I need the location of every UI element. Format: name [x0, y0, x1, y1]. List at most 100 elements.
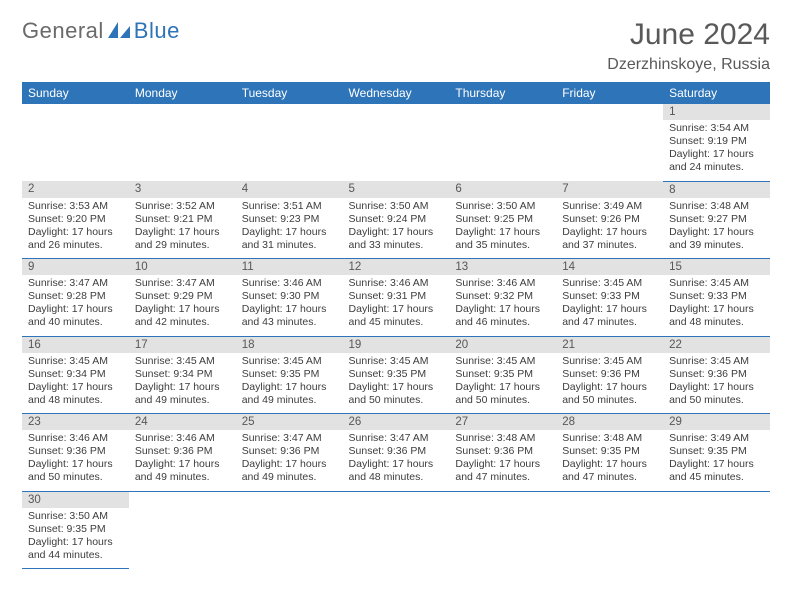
day-number	[236, 491, 343, 508]
day-detail: Sunrise: 3:52 AMSunset: 9:21 PMDaylight:…	[129, 198, 236, 259]
day-detail: Sunrise: 3:45 AMSunset: 9:33 PMDaylight:…	[556, 275, 663, 336]
day-detail: Sunrise: 3:45 AMSunset: 9:34 PMDaylight:…	[22, 353, 129, 414]
day-detail: Sunrise: 3:50 AMSunset: 9:35 PMDaylight:…	[22, 508, 129, 569]
day-detail: Sunrise: 3:45 AMSunset: 9:33 PMDaylight:…	[663, 275, 770, 336]
day-number: 3	[129, 181, 236, 198]
day-number	[343, 491, 450, 508]
day-number: 10	[129, 259, 236, 276]
day-detail: Sunrise: 3:47 AMSunset: 9:36 PMDaylight:…	[343, 430, 450, 491]
day-number: 5	[343, 181, 450, 198]
day-detail	[22, 120, 129, 181]
day-number: 28	[556, 414, 663, 431]
day-number: 6	[449, 181, 556, 198]
weekday-header: Saturday	[663, 82, 770, 104]
logo-text-blue: Blue	[134, 18, 180, 44]
detail-row: Sunrise: 3:53 AMSunset: 9:20 PMDaylight:…	[22, 198, 770, 259]
day-detail: Sunrise: 3:48 AMSunset: 9:35 PMDaylight:…	[556, 430, 663, 491]
daynum-row: 23242526272829	[22, 414, 770, 431]
day-number	[663, 491, 770, 508]
day-detail: Sunrise: 3:46 AMSunset: 9:36 PMDaylight:…	[22, 430, 129, 491]
day-detail: Sunrise: 3:45 AMSunset: 9:35 PMDaylight:…	[236, 353, 343, 414]
weekday-header: Friday	[556, 82, 663, 104]
sail-icon	[106, 20, 132, 42]
logo: General Blue	[22, 18, 180, 44]
day-detail: Sunrise: 3:47 AMSunset: 9:36 PMDaylight:…	[236, 430, 343, 491]
day-detail: Sunrise: 3:47 AMSunset: 9:28 PMDaylight:…	[22, 275, 129, 336]
daynum-row: 30	[22, 491, 770, 508]
day-number	[129, 104, 236, 120]
weekday-header: Monday	[129, 82, 236, 104]
day-number: 1	[663, 104, 770, 120]
day-detail	[129, 508, 236, 569]
daynum-row: 9101112131415	[22, 259, 770, 276]
day-detail: Sunrise: 3:48 AMSunset: 9:27 PMDaylight:…	[663, 198, 770, 259]
day-number: 27	[449, 414, 556, 431]
weekday-header: Sunday	[22, 82, 129, 104]
day-detail: Sunrise: 3:49 AMSunset: 9:35 PMDaylight:…	[663, 430, 770, 491]
month-title: June 2024	[607, 18, 770, 52]
day-detail	[663, 508, 770, 569]
day-detail: Sunrise: 3:49 AMSunset: 9:26 PMDaylight:…	[556, 198, 663, 259]
day-number: 19	[343, 336, 450, 353]
day-number: 23	[22, 414, 129, 431]
detail-row: Sunrise: 3:54 AMSunset: 9:19 PMDaylight:…	[22, 120, 770, 181]
day-number: 26	[343, 414, 450, 431]
day-detail: Sunrise: 3:50 AMSunset: 9:24 PMDaylight:…	[343, 198, 450, 259]
day-number	[556, 491, 663, 508]
day-number	[129, 491, 236, 508]
day-number: 9	[22, 259, 129, 276]
day-number: 17	[129, 336, 236, 353]
daynum-row: 16171819202122	[22, 336, 770, 353]
detail-row: Sunrise: 3:50 AMSunset: 9:35 PMDaylight:…	[22, 508, 770, 569]
day-number: 4	[236, 181, 343, 198]
day-detail: Sunrise: 3:54 AMSunset: 9:19 PMDaylight:…	[663, 120, 770, 181]
day-detail: Sunrise: 3:46 AMSunset: 9:36 PMDaylight:…	[129, 430, 236, 491]
day-number: 7	[556, 181, 663, 198]
day-detail: Sunrise: 3:48 AMSunset: 9:36 PMDaylight:…	[449, 430, 556, 491]
weekday-header-row: Sunday Monday Tuesday Wednesday Thursday…	[22, 82, 770, 104]
day-number: 12	[343, 259, 450, 276]
day-number: 18	[236, 336, 343, 353]
day-detail: Sunrise: 3:47 AMSunset: 9:29 PMDaylight:…	[129, 275, 236, 336]
day-number: 16	[22, 336, 129, 353]
day-number	[236, 104, 343, 120]
day-detail: Sunrise: 3:46 AMSunset: 9:30 PMDaylight:…	[236, 275, 343, 336]
detail-row: Sunrise: 3:45 AMSunset: 9:34 PMDaylight:…	[22, 353, 770, 414]
day-number: 25	[236, 414, 343, 431]
day-detail	[556, 508, 663, 569]
detail-row: Sunrise: 3:46 AMSunset: 9:36 PMDaylight:…	[22, 430, 770, 491]
day-number	[22, 104, 129, 120]
weekday-header: Thursday	[449, 82, 556, 104]
daynum-row: 1	[22, 104, 770, 120]
day-detail: Sunrise: 3:51 AMSunset: 9:23 PMDaylight:…	[236, 198, 343, 259]
day-number: 20	[449, 336, 556, 353]
day-number: 21	[556, 336, 663, 353]
day-detail	[556, 120, 663, 181]
day-number: 11	[236, 259, 343, 276]
header: General Blue June 2024 Dzerzhinskoye, Ru…	[22, 18, 770, 74]
day-number	[556, 104, 663, 120]
day-detail	[236, 120, 343, 181]
day-number	[449, 491, 556, 508]
calendar-table: Sunday Monday Tuesday Wednesday Thursday…	[22, 82, 770, 569]
day-number	[343, 104, 450, 120]
day-detail: Sunrise: 3:46 AMSunset: 9:32 PMDaylight:…	[449, 275, 556, 336]
day-number: 14	[556, 259, 663, 276]
day-number: 22	[663, 336, 770, 353]
day-number: 2	[22, 181, 129, 198]
day-number: 30	[22, 491, 129, 508]
logo-text-general: General	[22, 18, 104, 44]
daynum-row: 2345678	[22, 181, 770, 198]
day-detail: Sunrise: 3:45 AMSunset: 9:36 PMDaylight:…	[556, 353, 663, 414]
day-detail	[449, 508, 556, 569]
day-number: 13	[449, 259, 556, 276]
day-detail: Sunrise: 3:50 AMSunset: 9:25 PMDaylight:…	[449, 198, 556, 259]
day-detail: Sunrise: 3:45 AMSunset: 9:36 PMDaylight:…	[663, 353, 770, 414]
day-detail: Sunrise: 3:53 AMSunset: 9:20 PMDaylight:…	[22, 198, 129, 259]
day-number: 24	[129, 414, 236, 431]
weekday-header: Tuesday	[236, 82, 343, 104]
location: Dzerzhinskoye, Russia	[607, 56, 770, 74]
day-detail	[236, 508, 343, 569]
day-detail: Sunrise: 3:45 AMSunset: 9:34 PMDaylight:…	[129, 353, 236, 414]
day-detail	[343, 508, 450, 569]
